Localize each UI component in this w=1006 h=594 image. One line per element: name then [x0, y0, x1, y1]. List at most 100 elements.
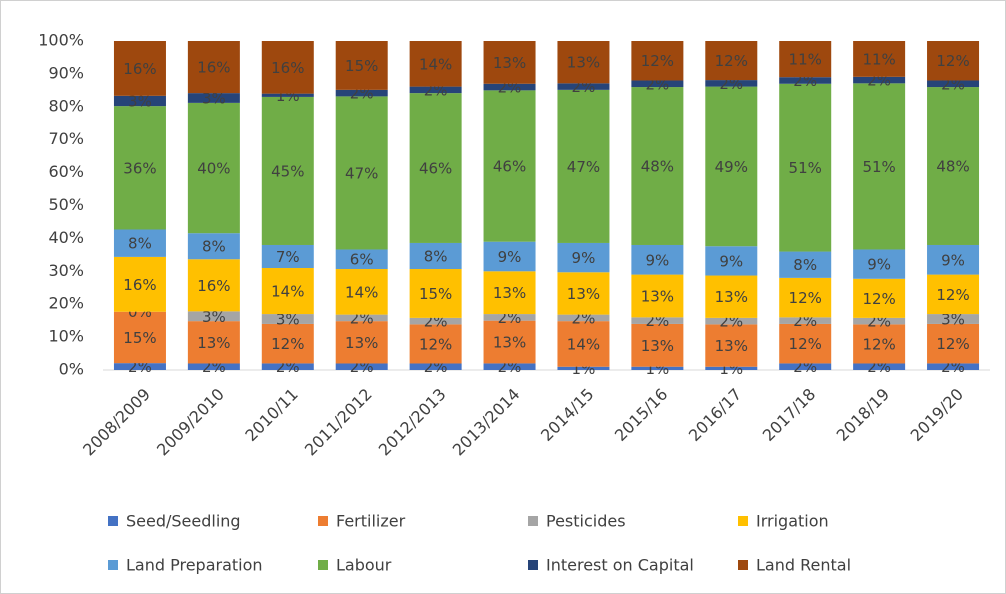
data-label: 13%: [493, 54, 526, 72]
data-label: 13%: [715, 288, 748, 306]
bar-segment: [113, 363, 166, 370]
y-tick-label: 90%: [48, 63, 84, 82]
bar-segment: [853, 41, 906, 77]
bar-segment: [335, 249, 388, 270]
data-label: 11%: [862, 50, 895, 68]
bar-segment: [113, 256, 166, 312]
data-label: 3%: [276, 311, 300, 329]
data-label: 9%: [572, 249, 596, 267]
data-label: 14%: [271, 283, 304, 301]
data-label: 15%: [123, 329, 156, 347]
bar-segment: [705, 324, 758, 367]
data-label: 9%: [867, 256, 891, 274]
data-label: 51%: [862, 158, 895, 176]
data-label: 6%: [350, 251, 374, 269]
data-label: 9%: [645, 251, 669, 269]
y-tick-label: 80%: [48, 96, 84, 115]
bar-segment: [631, 87, 684, 245]
data-label: 3%: [128, 92, 152, 110]
data-label: 13%: [567, 54, 600, 72]
bar-segment: [409, 93, 462, 243]
bar-segment: [187, 311, 240, 322]
bar-segment: [927, 274, 980, 315]
data-label: 9%: [498, 248, 522, 266]
bar-segment: [927, 323, 980, 364]
data-label: 49%: [715, 158, 748, 176]
data-label: 12%: [419, 335, 452, 353]
data-label: 13%: [197, 334, 230, 352]
bar-segment: [187, 321, 240, 364]
legend-swatch: [318, 516, 328, 526]
data-label: 8%: [793, 256, 817, 274]
data-label: 48%: [936, 158, 969, 176]
data-label: 8%: [128, 235, 152, 253]
data-label: 12%: [936, 52, 969, 70]
bar-segment: [853, 324, 906, 364]
bar-segment: [335, 41, 388, 90]
bar-segment: [705, 80, 758, 87]
data-label: 12%: [715, 52, 748, 70]
bar-segment: [335, 269, 388, 315]
bar-segment: [261, 93, 314, 97]
data-label: 46%: [419, 160, 452, 178]
bar-segment: [187, 41, 240, 94]
bar-segment: [705, 41, 758, 81]
bar-segment: [631, 366, 684, 370]
bar-segment: [631, 80, 684, 88]
data-label: 13%: [715, 337, 748, 355]
bar-segment: [631, 244, 684, 275]
data-label: 12%: [789, 335, 822, 353]
legend-swatch: [318, 560, 328, 570]
legend-label: Pesticides: [546, 512, 626, 531]
bar-segment: [483, 90, 536, 242]
bar-segment: [113, 311, 166, 364]
bar-segment: [483, 363, 536, 370]
y-tick-label: 0%: [59, 360, 84, 379]
bar-segment: [779, 277, 832, 318]
data-label: 11%: [789, 51, 822, 69]
bar-segment: [705, 246, 758, 276]
bar-segment: [557, 321, 610, 367]
bar-segment: [705, 366, 758, 370]
legend-label: Fertilizer: [336, 512, 406, 531]
data-label: 13%: [345, 334, 378, 352]
bar-segment: [187, 233, 240, 260]
data-label: 13%: [493, 334, 526, 352]
bar-segment: [409, 363, 462, 370]
bar-segment: [409, 269, 462, 318]
data-label: 3%: [202, 308, 226, 326]
data-label: 16%: [197, 277, 230, 295]
bar-segment: [557, 41, 610, 84]
bar-segment: [853, 317, 906, 325]
data-label: 9%: [941, 251, 965, 269]
legend-label: Labour: [336, 556, 392, 575]
bar-segment: [483, 314, 536, 321]
bar-segment: [779, 317, 832, 324]
data-label: 48%: [641, 158, 674, 176]
data-label: 47%: [567, 158, 600, 176]
bar-segment: [557, 366, 610, 370]
data-label: 12%: [862, 335, 895, 353]
bar-segment: [483, 83, 536, 91]
bar-segment: [335, 321, 388, 364]
bar-segment: [927, 80, 980, 88]
data-label: 14%: [345, 283, 378, 301]
y-tick-label: 40%: [48, 228, 84, 247]
data-label: 46%: [493, 158, 526, 176]
bar-segment: [705, 275, 758, 318]
legend-swatch: [528, 516, 538, 526]
bar-segment: [261, 41, 314, 94]
bar-segment: [557, 314, 610, 322]
bar-segment: [853, 249, 906, 279]
bar-segment: [557, 242, 610, 273]
data-label: 9%: [719, 252, 743, 270]
legend-swatch: [738, 560, 748, 570]
bar-segment: [853, 76, 906, 84]
bar-segment: [705, 86, 758, 247]
data-label: 15%: [345, 57, 378, 75]
legend-label: Seed/Seedling: [126, 512, 241, 531]
data-label: 40%: [197, 160, 230, 178]
bar-segment: [409, 317, 462, 325]
data-label: 15%: [419, 285, 452, 303]
